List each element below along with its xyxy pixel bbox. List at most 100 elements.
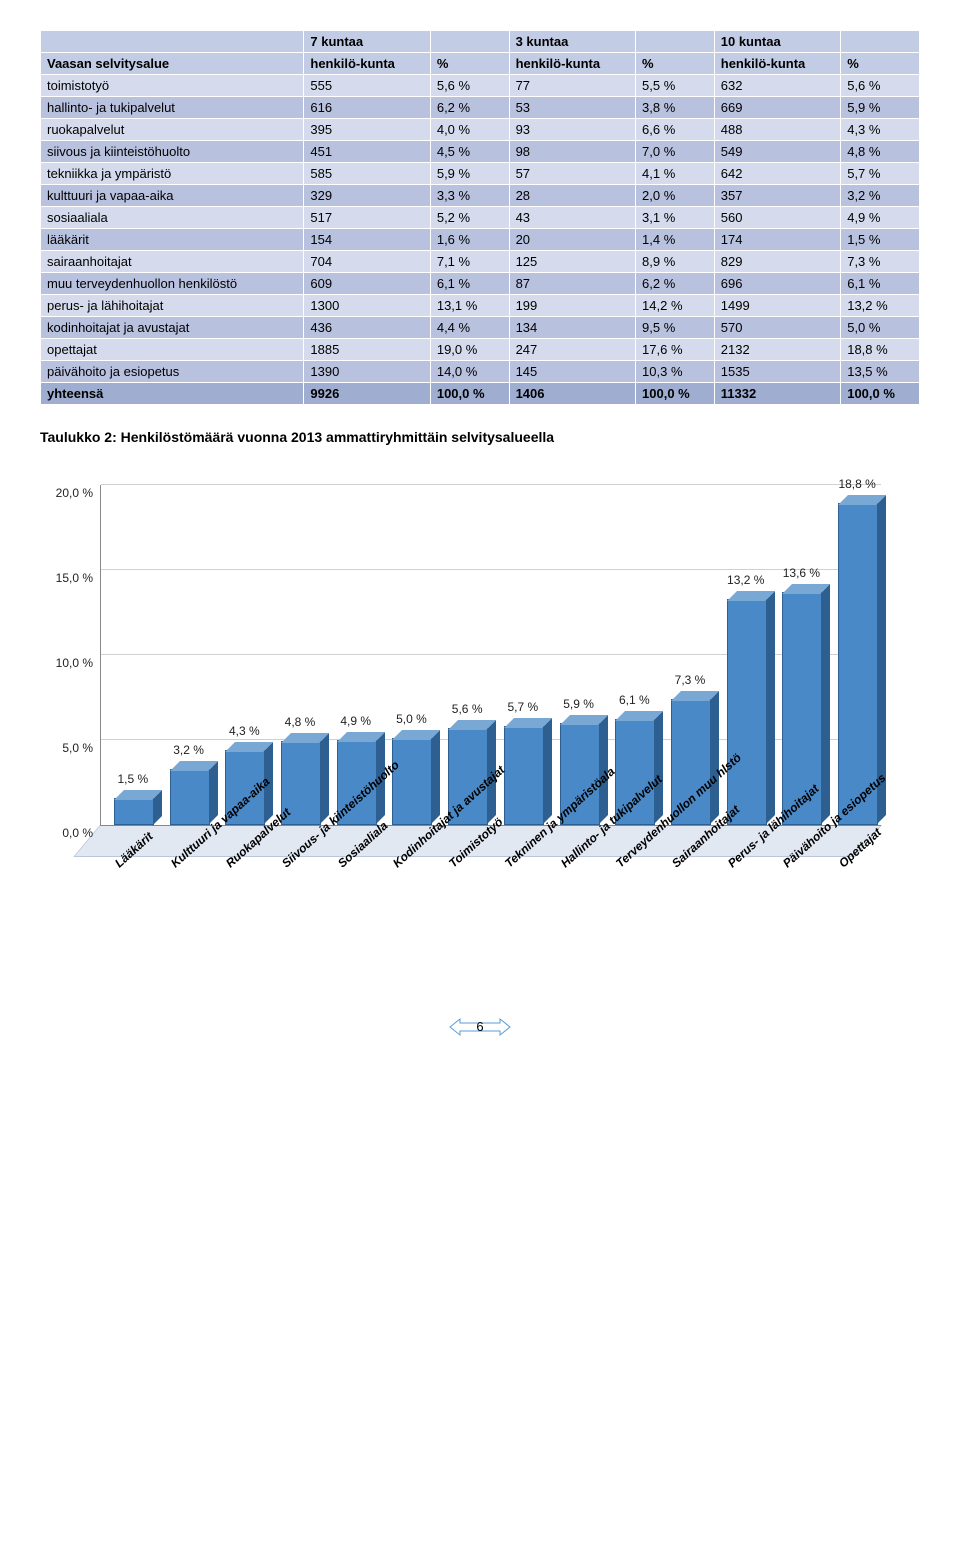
cell: 174: [714, 229, 840, 251]
cell: 1300: [304, 295, 430, 317]
data-table: 7 kuntaa 3 kuntaa 10 kuntaa Vaasan selvi…: [40, 30, 920, 405]
cell: 357: [714, 185, 840, 207]
cell: kodinhoitajat ja avustajat: [41, 317, 304, 339]
cell: 4,8 %: [841, 141, 920, 163]
hdr-cell: 3 kuntaa: [509, 31, 635, 53]
cell: 18,8 %: [841, 339, 920, 361]
bar-value-label: 13,6 %: [771, 566, 831, 580]
cell: 1390: [304, 361, 430, 383]
table-row: kulttuuri ja vapaa-aika3293,3 %282,0 %35…: [41, 185, 920, 207]
table-row: muu terveydenhuollon henkilöstö6096,1 %8…: [41, 273, 920, 295]
hdr-cell: [430, 31, 509, 53]
cell: 549: [714, 141, 840, 163]
cell: 145: [509, 361, 635, 383]
cell: 5,0 %: [841, 317, 920, 339]
cell: 77: [509, 75, 635, 97]
cell: 7,1 %: [430, 251, 509, 273]
cell: 4,5 %: [430, 141, 509, 163]
cell: 5,6 %: [841, 75, 920, 97]
cell: 8,9 %: [636, 251, 715, 273]
page-number-wrap: 6: [40, 1015, 920, 1039]
bar: [727, 601, 765, 825]
cell: 632: [714, 75, 840, 97]
cell: 5,2 %: [430, 207, 509, 229]
cell: 560: [714, 207, 840, 229]
page-number: 6: [440, 1015, 520, 1039]
table-row: lääkärit1541,6 %201,4 %1741,5 %: [41, 229, 920, 251]
cell: tekniikka ja ympäristö: [41, 163, 304, 185]
table-row: siivous ja kiinteistöhuolto4514,5 %987,0…: [41, 141, 920, 163]
hdr-cell: %: [636, 53, 715, 75]
cell: 13,2 %: [841, 295, 920, 317]
cell: 642: [714, 163, 840, 185]
cell: 609: [304, 273, 430, 295]
cell: 87: [509, 273, 635, 295]
table-row: kodinhoitajat ja avustajat4364,4 %1349,5…: [41, 317, 920, 339]
table-header-top: 7 kuntaa 3 kuntaa 10 kuntaa: [41, 31, 920, 53]
cell: 93: [509, 119, 635, 141]
cell: 555: [304, 75, 430, 97]
cell: 2132: [714, 339, 840, 361]
cell: 4,1 %: [636, 163, 715, 185]
cell: 5,6 %: [430, 75, 509, 97]
cell: 53: [509, 97, 635, 119]
y-gridline: [101, 569, 881, 570]
bar: [114, 800, 152, 826]
bar: [392, 740, 430, 825]
cell: 6,6 %: [636, 119, 715, 141]
cell: 1885: [304, 339, 430, 361]
cell: 19,0 %: [430, 339, 509, 361]
cell: 247: [509, 339, 635, 361]
cell: 6,1 %: [430, 273, 509, 295]
cell: 20: [509, 229, 635, 251]
cell: 4,9 %: [841, 207, 920, 229]
cell: 100,0 %: [430, 383, 509, 405]
bar-value-label: 18,8 %: [827, 477, 887, 491]
cell: 9926: [304, 383, 430, 405]
cell: 5,9 %: [430, 163, 509, 185]
table-total-row: yhteensä 9926 100,0 % 1406 100,0 % 11332…: [41, 383, 920, 405]
cell: 1,5 %: [841, 229, 920, 251]
y-tick-label: 5,0 %: [43, 741, 93, 755]
cell: 43: [509, 207, 635, 229]
table-row: opettajat188519,0 %24717,6 %213218,8 %: [41, 339, 920, 361]
cell: toimistotyö: [41, 75, 304, 97]
hdr-cell: [41, 31, 304, 53]
cell: 125: [509, 251, 635, 273]
hdr-cell: [636, 31, 715, 53]
cell: muu terveydenhuollon henkilöstö: [41, 273, 304, 295]
cell: 13,5 %: [841, 361, 920, 383]
cell: 5,7 %: [841, 163, 920, 185]
cell: 3,1 %: [636, 207, 715, 229]
cell: lääkärit: [41, 229, 304, 251]
cell: hallinto- ja tukipalvelut: [41, 97, 304, 119]
cell: 5,9 %: [841, 97, 920, 119]
cell: 17,6 %: [636, 339, 715, 361]
cell: 4,4 %: [430, 317, 509, 339]
hdr-cell: %: [430, 53, 509, 75]
cell: 1499: [714, 295, 840, 317]
cell: 7,0 %: [636, 141, 715, 163]
cell: 704: [304, 251, 430, 273]
bar-value-label: 4,8 %: [270, 715, 330, 729]
hdr-cell: %: [841, 53, 920, 75]
cell: 329: [304, 185, 430, 207]
hdr-cell: henkilö-kunta: [714, 53, 840, 75]
cell: 570: [714, 317, 840, 339]
cell: 585: [304, 163, 430, 185]
cell: 6,2 %: [636, 273, 715, 295]
bar-chart: 0,0 %5,0 %10,0 %15,0 %20,0 %1,5 %3,2 %4,…: [40, 475, 890, 975]
cell: 100,0 %: [841, 383, 920, 405]
cell: 6,1 %: [841, 273, 920, 295]
cell: 4,0 %: [430, 119, 509, 141]
cell: 669: [714, 97, 840, 119]
cell: yhteensä: [41, 383, 304, 405]
cell: 199: [509, 295, 635, 317]
cell: 13,1 %: [430, 295, 509, 317]
cell: 10,3 %: [636, 361, 715, 383]
page-number-text: 6: [476, 1019, 483, 1034]
cell: 4,3 %: [841, 119, 920, 141]
bar-value-label: 5,7 %: [493, 700, 553, 714]
cell: 436: [304, 317, 430, 339]
cell: 517: [304, 207, 430, 229]
